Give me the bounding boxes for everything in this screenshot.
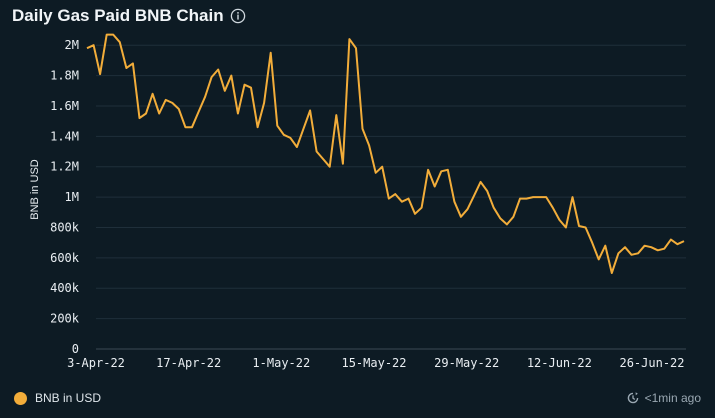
line-chart: 0 200k 400k 600k 800k 1M 1.2M 1.4M 1.6M 1.8M 2M 3-A… [29, 33, 686, 370]
x-tick-label: 26-Jun-22 [619, 356, 684, 370]
y-tick-label: 2M [65, 38, 79, 52]
y-tick-label: 600k [50, 251, 80, 265]
x-tick-label: 3-Apr-22 [67, 356, 125, 370]
x-tick-label: 15-May-22 [341, 356, 406, 370]
legend-swatch [14, 391, 27, 405]
series-line [86, 33, 685, 274]
x-tick-label: 12-Jun-22 [527, 356, 592, 370]
y-tick-label: 800k [50, 220, 80, 234]
y-axis-label: BNB in USD [29, 159, 41, 220]
y-tick-label: 400k [50, 281, 80, 295]
legend-label: BNB in USD [35, 391, 102, 405]
y-tick-label: 1.4M [50, 129, 79, 143]
y-tick-label: 1.6M [50, 99, 79, 113]
y-tick-label: 1M [65, 190, 79, 204]
refresh-clock-icon [627, 392, 638, 404]
y-tick-label: 0 [72, 342, 79, 356]
last-updated-text: <1min ago [644, 391, 701, 405]
y-tick-label: 1.8M [50, 69, 79, 83]
x-tick-label: 1-May-22 [252, 356, 310, 370]
x-tick-label: 17-Apr-22 [156, 356, 221, 370]
legend[interactable]: BNB in USD [14, 391, 101, 405]
last-updated: <1min ago [626, 391, 701, 405]
info-icon[interactable] [230, 8, 246, 24]
x-tick-label: 29-May-22 [434, 356, 499, 370]
chart-title: Daily Gas Paid BNB Chain [12, 6, 224, 25]
y-tick-label: 1.2M [50, 160, 79, 174]
title-row: Daily Gas Paid BNB Chain [12, 6, 246, 26]
y-tick-label: 200k [50, 312, 80, 326]
